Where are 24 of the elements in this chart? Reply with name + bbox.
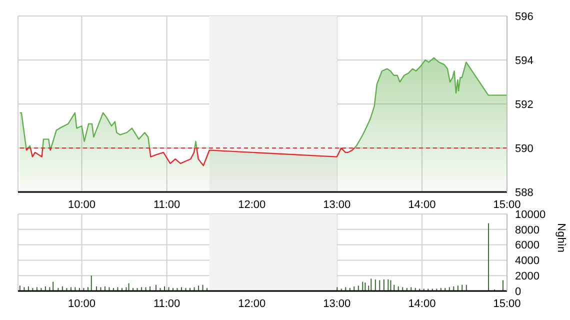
y-tick-label: 10000 bbox=[515, 208, 546, 221]
x-tick-label: 14:00 bbox=[408, 298, 436, 310]
y-tick-label: 0 bbox=[515, 286, 522, 298]
y-tick-label: 596 bbox=[515, 10, 534, 23]
x-tick-label: 10:00 bbox=[68, 298, 96, 310]
x-tick-label: 13:00 bbox=[323, 198, 351, 211]
y-tick-label: 592 bbox=[515, 98, 534, 111]
y-tick-label: 2000 bbox=[515, 270, 540, 283]
x-tick-label: 11:00 bbox=[153, 298, 180, 310]
y-tick-label: 8000 bbox=[515, 224, 540, 236]
y-tick-label: 588 bbox=[515, 186, 534, 199]
x-tick-label: 10:00 bbox=[68, 198, 96, 211]
y-tick-label: 6000 bbox=[515, 240, 540, 252]
x-tick-label: 12:00 bbox=[238, 198, 266, 211]
x-tick-label: 11:00 bbox=[153, 198, 180, 211]
y-tick-label: 4000 bbox=[515, 255, 540, 268]
x-tick-label: 15:00 bbox=[493, 298, 521, 310]
x-tick-label: 12:00 bbox=[238, 298, 266, 310]
x-tick-label: 13:00 bbox=[323, 298, 351, 310]
y-tick-label: 594 bbox=[515, 54, 534, 67]
x-tick-label: 14:00 bbox=[408, 198, 436, 211]
y-axis-title: Nghìn bbox=[555, 223, 568, 252]
y-tick-label: 590 bbox=[515, 142, 534, 155]
x-tick-label: 15:00 bbox=[493, 198, 521, 211]
